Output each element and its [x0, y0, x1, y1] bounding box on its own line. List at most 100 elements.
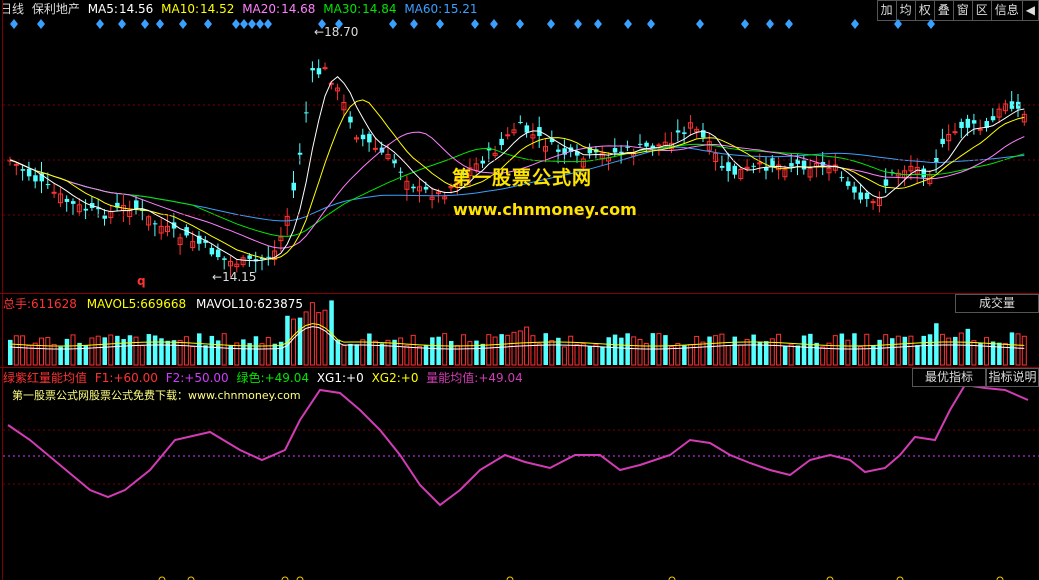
candle-body — [612, 148, 618, 153]
signal-diamond-icon — [179, 19, 187, 29]
volume-bar — [958, 332, 964, 366]
candle-body — [876, 196, 882, 206]
ma5-label: MA5: — [87, 2, 118, 16]
volume-bar — [89, 337, 95, 366]
volume-bar — [209, 335, 215, 365]
volume-bar — [694, 335, 700, 366]
volume-bar — [39, 337, 44, 366]
volume-bar — [921, 335, 926, 365]
volume-bar — [367, 333, 372, 365]
volume-bar — [95, 335, 101, 366]
candle-body — [152, 223, 158, 225]
volume-bar — [285, 315, 290, 365]
volume-bar — [725, 345, 731, 366]
total-volume-value: 611628 — [31, 297, 77, 311]
ma60-value: 15.21 — [443, 2, 478, 16]
candle-body — [228, 261, 233, 267]
volume-bar — [1002, 343, 1008, 366]
volume-indicator-separator — [0, 367, 1039, 368]
volume-bar — [467, 341, 473, 366]
volume-bar — [845, 339, 851, 366]
candle-body — [134, 200, 139, 209]
volume-bar — [241, 339, 246, 365]
candle-body — [71, 201, 76, 204]
candle-body — [328, 82, 334, 85]
candle-body — [341, 101, 347, 111]
volume-bar — [890, 338, 895, 365]
volume-bar — [492, 336, 498, 366]
volume-bar — [58, 346, 63, 365]
toolbar-overlay-button[interactable]: 叠 — [933, 0, 954, 21]
toolbar-add-button[interactable]: 加 — [876, 0, 897, 21]
candle-body — [682, 132, 687, 134]
volume-bar — [606, 337, 611, 365]
volume-bar — [826, 342, 832, 366]
green-value: +49.04 — [264, 371, 309, 385]
signal-diamond-icon — [547, 19, 555, 29]
bottom-marker-icon — [281, 576, 289, 580]
volume-bar — [556, 337, 561, 365]
candle-body — [372, 147, 378, 150]
volume-bar — [121, 339, 126, 365]
candle-body — [247, 255, 252, 259]
signal-diamond-icon — [264, 19, 272, 29]
volume-bar — [757, 341, 763, 365]
volume-bar — [480, 343, 485, 365]
volume-bar — [127, 335, 133, 365]
mavol5-label: MAVOL5: — [86, 297, 141, 311]
best-indicator-button[interactable]: 最优指标 — [912, 368, 986, 387]
volume-selector[interactable]: 成交量 — [955, 294, 1039, 313]
volume-bar — [197, 333, 202, 365]
volume-bar — [808, 333, 813, 365]
signal-diamond-icon — [490, 19, 498, 29]
f2-label: F2: — [165, 371, 185, 385]
signal-diamond-icon — [335, 19, 343, 29]
candle-body — [461, 172, 467, 175]
volume-bar — [449, 340, 454, 365]
ma30-label: MA30: — [323, 2, 362, 16]
signal-diamond-icon — [574, 19, 582, 29]
volume-bar — [675, 343, 681, 366]
candle-body — [826, 167, 832, 174]
volume-bar — [203, 345, 208, 365]
bottom-marker-icon — [668, 576, 676, 580]
candle-body — [845, 181, 851, 186]
volume-bar — [593, 344, 599, 366]
period-label[interactable]: 日线 — [0, 2, 25, 16]
candle-body — [524, 125, 530, 133]
volume-bar — [561, 346, 567, 366]
indicator-name[interactable]: 绿紫红量能均值 — [3, 371, 88, 385]
candle-body — [883, 179, 889, 186]
stock-name: 保利地产 — [31, 2, 80, 16]
left-axis-line — [2, 0, 3, 580]
volume-bar — [410, 334, 416, 366]
price-volume-separator — [0, 293, 1039, 294]
signal-diamond-icon — [436, 19, 444, 29]
toolbar-info-button[interactable]: 信息 — [990, 0, 1023, 21]
signal-diamond-icon — [232, 19, 240, 29]
candle-body — [738, 168, 744, 179]
collapse-arrow-icon[interactable]: ◀ — [1021, 0, 1039, 21]
volume-bar — [587, 346, 593, 365]
volume-bar — [965, 328, 971, 365]
candle-body — [530, 134, 536, 139]
candle-body — [713, 152, 719, 162]
signal-diamond-icon — [785, 19, 793, 29]
candle-body — [417, 186, 422, 192]
mavol10-label: MAVOL10: — [195, 297, 258, 311]
volume-bar — [744, 338, 750, 366]
volume-bar — [1021, 335, 1027, 366]
candle-body — [934, 157, 939, 162]
toolbar-range-button[interactable]: 区 — [971, 0, 992, 21]
indicator-help-button[interactable]: 指标说明 — [986, 368, 1039, 387]
volume-bar — [517, 330, 523, 366]
toolbar-rights-button[interactable]: 权 — [914, 0, 935, 21]
candle-body — [921, 168, 926, 178]
candle-body — [638, 143, 643, 145]
volume-bar — [915, 345, 920, 365]
volume-bar — [234, 342, 240, 366]
candle-body — [467, 167, 473, 176]
volume-bar — [32, 342, 38, 366]
candle-body — [278, 236, 284, 242]
